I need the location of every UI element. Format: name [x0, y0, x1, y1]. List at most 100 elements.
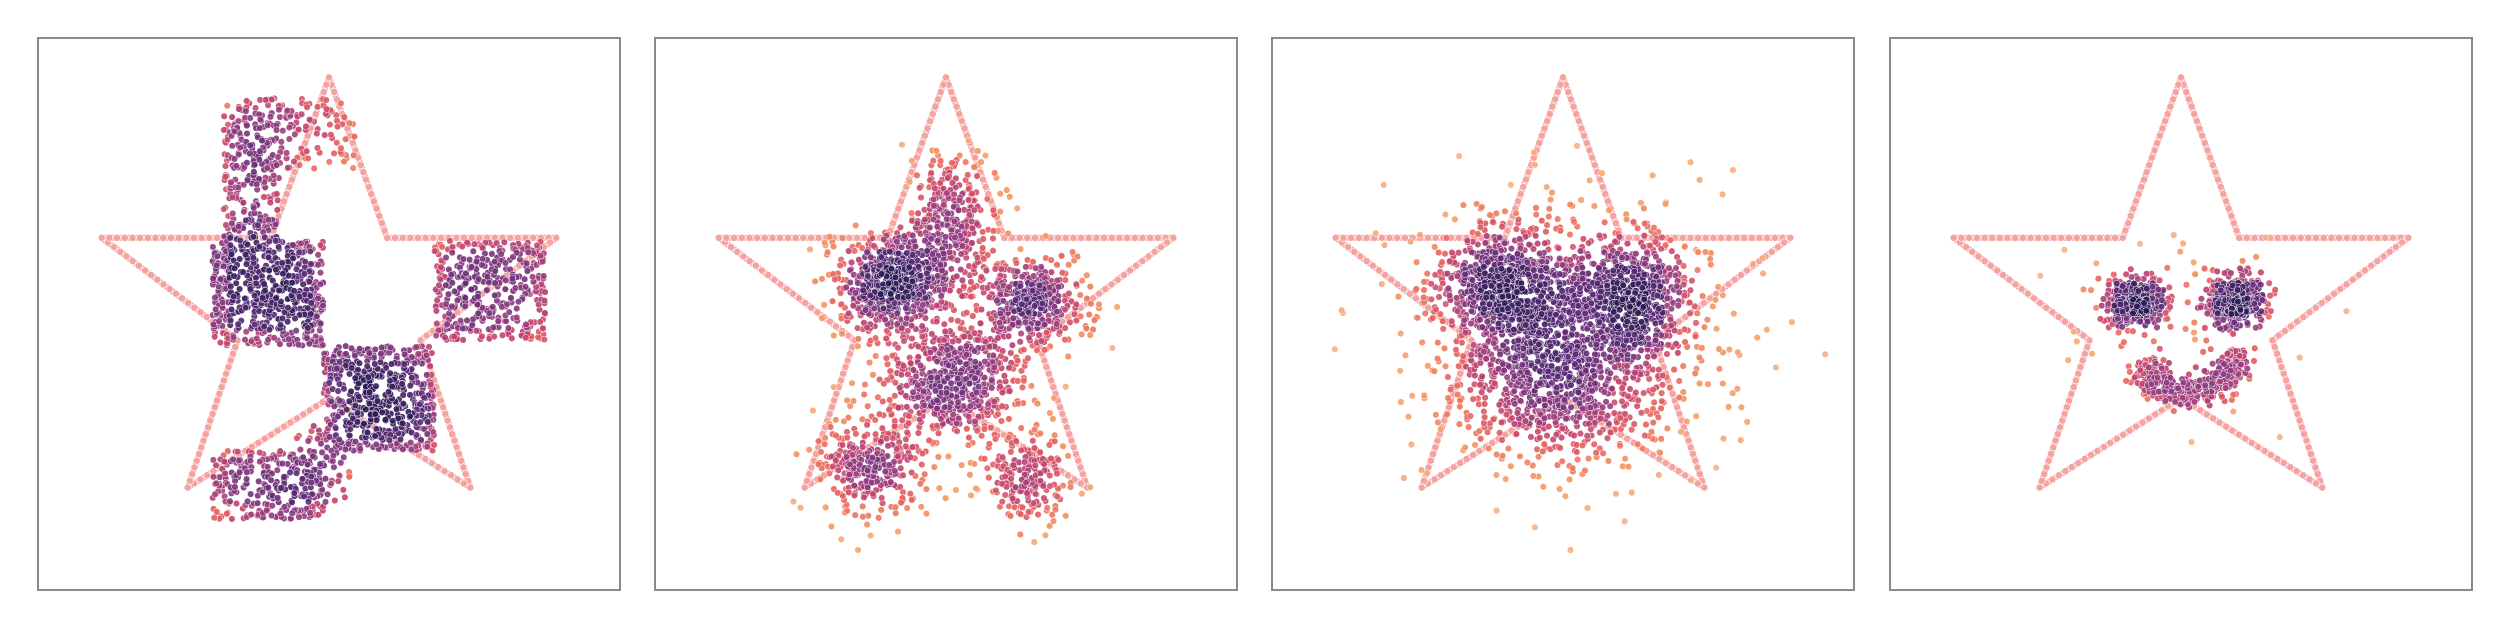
scatter-point	[1078, 330, 1086, 338]
scatter-point	[947, 265, 955, 273]
scatter-point	[335, 436, 343, 444]
scatter-point	[1076, 291, 1084, 299]
boundary-marker	[915, 146, 924, 155]
scatter-point	[426, 362, 434, 370]
boundary-marker	[1056, 403, 1064, 412]
boundary-marker	[356, 160, 365, 169]
scatter-point	[332, 424, 340, 432]
boundary-marker	[375, 211, 384, 220]
scatter-point	[1016, 530, 1024, 539]
scatter-point	[903, 314, 911, 322]
boundary-marker	[267, 430, 276, 439]
scatter-point	[491, 267, 499, 275]
scatter-point	[903, 403, 911, 411]
scatter-point	[991, 435, 1000, 443]
scatter-point	[1053, 470, 1061, 478]
scatter-point	[295, 125, 303, 134]
boundary-marker	[254, 438, 263, 447]
scatter-point	[990, 363, 998, 371]
scatter-point	[314, 511, 322, 519]
scatter-point	[400, 360, 408, 368]
boundary-marker	[891, 211, 900, 220]
scatter-point	[846, 460, 854, 469]
scatter-point	[864, 272, 872, 280]
boundary-marker	[839, 369, 848, 378]
boundary-marker	[116, 247, 125, 256]
scatter-point	[1032, 264, 1040, 272]
scatter-point	[837, 300, 845, 308]
scatter-point	[513, 304, 521, 313]
scatter-point	[1024, 354, 1032, 362]
scatter-point	[234, 183, 242, 192]
scatter-point	[886, 367, 894, 375]
scatter-point	[926, 348, 935, 357]
scatter-point	[212, 479, 220, 487]
scatter-point	[830, 331, 838, 340]
boundary-marker	[768, 233, 777, 242]
scatter-point	[1040, 494, 1048, 502]
boundary-marker	[110, 243, 118, 251]
panel-2	[654, 37, 1238, 591]
scatter-point	[298, 475, 306, 483]
scatter-point	[252, 279, 260, 287]
boundary-marker	[776, 280, 785, 289]
scatter-point	[325, 158, 333, 166]
scatter-point	[897, 464, 905, 472]
scatter-point	[919, 301, 927, 309]
scatter-point	[863, 466, 872, 474]
boundary-marker	[897, 197, 905, 206]
scatter-point	[1011, 296, 1020, 304]
scatter-point	[488, 250, 496, 258]
scatter-point	[317, 241, 325, 249]
boundary-marker	[733, 247, 742, 256]
scatter-point	[998, 453, 1007, 461]
scatter-point	[340, 385, 348, 393]
scatter-point	[1066, 318, 1074, 326]
boundary-marker	[205, 233, 214, 242]
scatter-point	[322, 453, 331, 461]
scatter-point	[447, 271, 455, 279]
boundary-marker	[714, 233, 723, 242]
scatter-point	[275, 106, 283, 114]
scatter-point	[467, 285, 476, 293]
scatter-point	[872, 430, 880, 438]
scatter-point	[1036, 429, 1044, 438]
scatter-point	[333, 365, 341, 373]
scatter-point	[423, 443, 431, 451]
scatter-point	[385, 436, 393, 444]
scatter-point	[964, 196, 973, 204]
scatter-point	[957, 250, 965, 258]
scatter-point	[474, 309, 482, 317]
boundary-marker	[791, 233, 800, 242]
scatter-point	[933, 237, 941, 245]
scatter-point	[1046, 409, 1054, 417]
scatter-point	[821, 239, 829, 247]
scatter-point	[216, 339, 224, 347]
scatter-point	[316, 460, 324, 468]
boundary-marker	[1054, 233, 1062, 242]
scatter-point	[242, 304, 250, 312]
scatter-point	[954, 398, 962, 406]
scatter-point	[284, 164, 292, 172]
scatter-point	[1034, 319, 1042, 328]
scatter-point	[260, 280, 268, 288]
scatter-point	[920, 387, 928, 395]
scatter-point	[501, 259, 510, 267]
scatter-point	[998, 480, 1006, 488]
scatter-point	[261, 287, 269, 295]
scatter-point	[859, 443, 867, 451]
boundary-marker	[784, 233, 792, 242]
scatter-point	[1001, 491, 1009, 499]
scatter-point	[821, 440, 829, 448]
boundary-marker	[952, 102, 961, 111]
scatter-point	[852, 221, 860, 229]
scatter-point	[972, 484, 980, 492]
scatter-point	[226, 497, 234, 505]
scatter-point	[265, 237, 273, 245]
scatter-point	[871, 463, 879, 471]
scatter-point	[306, 247, 314, 255]
scatter-point	[325, 379, 333, 387]
scatter-point	[242, 251, 250, 259]
scatter-point	[893, 320, 901, 328]
boundary-marker	[390, 233, 399, 242]
